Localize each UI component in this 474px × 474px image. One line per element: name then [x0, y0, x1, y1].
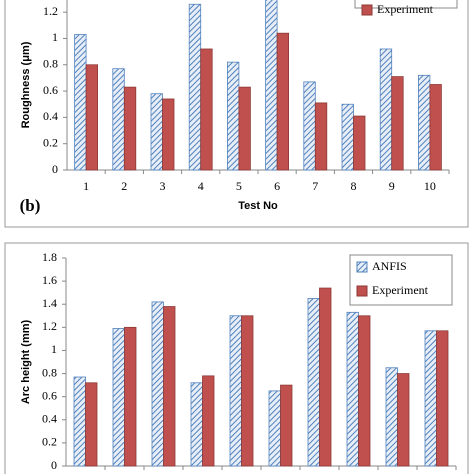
x-tick-label: 2 [121, 179, 127, 193]
y-tick-label: 1.8 [42, 250, 57, 264]
y-tick-label: 0.8 [42, 365, 57, 379]
bar [85, 382, 98, 467]
legend-swatch [356, 261, 368, 273]
bar [303, 81, 316, 171]
bar [341, 103, 354, 171]
bar [358, 315, 371, 467]
bar [73, 376, 86, 467]
bar [229, 315, 242, 467]
bar [150, 93, 163, 171]
bar [162, 98, 175, 171]
bar [163, 306, 176, 467]
y-tick-label: 1.2 [43, 4, 58, 18]
bar [319, 287, 332, 467]
y-tick-label: 0 [52, 162, 58, 176]
bar [85, 64, 98, 171]
y-axis-label: Arc height (mm) [20, 319, 32, 404]
y-tick-label: 0.6 [42, 388, 57, 402]
bar [124, 326, 137, 467]
bar [280, 384, 293, 467]
y-axis-label: Roughness (μm) [20, 41, 32, 128]
bar [226, 61, 240, 171]
bar [314, 102, 328, 171]
bar [151, 301, 164, 467]
y-tick-label: 0.2 [42, 435, 57, 449]
frame [4, 242, 469, 474]
annotation: (b) [20, 196, 41, 215]
bar [190, 382, 203, 467]
bar [268, 390, 281, 467]
bar [346, 311, 359, 467]
legend-label: Experiment [372, 283, 429, 297]
bar [307, 298, 320, 467]
bar [391, 76, 404, 171]
y-tick-label: 0 [51, 458, 57, 472]
x-tick-label: 3 [160, 179, 166, 193]
bar [385, 367, 398, 467]
y-tick-label: 0.8 [43, 57, 58, 71]
x-tick-label: 4 [198, 179, 204, 193]
y-tick-label: 1.4 [42, 296, 57, 310]
x-tick-label: 1 [83, 179, 89, 193]
bar [397, 373, 410, 467]
bar [353, 115, 366, 171]
y-tick-label: 0.4 [42, 412, 57, 426]
bar [429, 84, 442, 171]
bar [436, 330, 449, 467]
bar [202, 375, 215, 467]
bar [379, 48, 393, 171]
bar [200, 48, 213, 171]
x-tick-label: 9 [389, 179, 395, 193]
bar [112, 328, 125, 467]
y-tick-label: 1.2 [42, 319, 57, 333]
y-tick-label: 0.6 [43, 83, 58, 97]
frame [4, 0, 469, 228]
y-tick-label: 0.4 [43, 109, 58, 123]
bar [241, 315, 254, 467]
x-tick-label: 10 [424, 179, 436, 193]
bar [123, 86, 137, 171]
legend-label: Experiment [377, 2, 434, 16]
legend-swatch [361, 4, 373, 16]
legend-box [354, 0, 458, 9]
x-tick-label: 8 [351, 179, 357, 193]
bar [265, 0, 278, 171]
y-tick-label: 1.6 [42, 273, 57, 287]
x-tick-label: 6 [274, 179, 280, 193]
bar [238, 86, 251, 171]
bar [276, 32, 290, 171]
bar [424, 330, 437, 467]
legend-swatch [356, 285, 368, 297]
x-tick-label: 5 [236, 179, 242, 193]
bar [417, 74, 431, 171]
x-axis-label: Test No [238, 200, 278, 212]
x-tick-label: 7 [312, 179, 318, 193]
bar [74, 34, 87, 171]
y-tick-label: 1 [51, 342, 57, 356]
legend-label: ANFIS [372, 259, 407, 273]
bar [188, 3, 202, 171]
bar [112, 68, 125, 171]
y-tick-label: 0.2 [43, 135, 58, 149]
y-tick-label: 1 [52, 30, 58, 44]
